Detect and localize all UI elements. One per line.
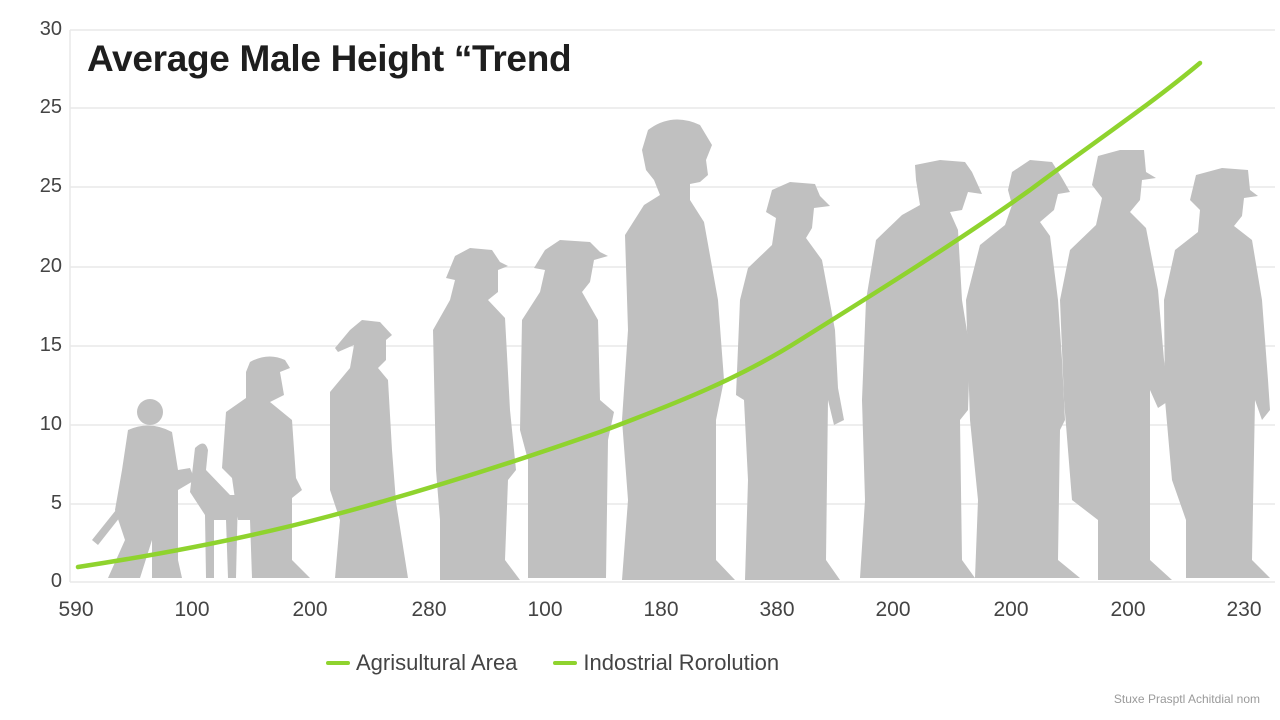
silhouette-5	[520, 240, 614, 578]
x-tick-label: 230	[1226, 598, 1262, 621]
silhouette-9	[966, 160, 1080, 578]
silhouette-1	[92, 399, 238, 578]
y-tick-label: 15	[39, 334, 62, 356]
y-tick-label: 0	[50, 570, 62, 592]
legend-label: Indostrial Rorolution	[583, 650, 780, 675]
silhouette-2	[222, 356, 310, 578]
silhouette-4	[433, 248, 520, 580]
y-tick-label: 5	[50, 492, 62, 514]
legend: Agrisultural Area Indostrial Rorolution	[326, 650, 779, 676]
x-tick-label: 200	[292, 598, 328, 621]
silhouette-3	[330, 320, 408, 578]
x-tick-label: 590	[58, 598, 94, 621]
y-tick-label: 20	[39, 255, 62, 277]
x-tick-label: 280	[411, 598, 447, 621]
chart-title: Average Male Height “Trend	[87, 38, 572, 79]
legend-label: Agrisultural Area	[356, 650, 518, 675]
silhouette-11	[1164, 168, 1270, 578]
silhouette-7	[736, 182, 844, 580]
legend-line-icon	[326, 661, 350, 665]
x-tick-label: 100	[174, 598, 210, 621]
legend-line-icon	[553, 661, 578, 665]
silhouette-6	[622, 119, 735, 580]
y-tick-label: 25	[39, 96, 62, 118]
legend-item-agricultural: Agrisultural Area	[326, 650, 517, 676]
y-tick-label: 30	[39, 18, 62, 40]
x-tick-label: 200	[1110, 598, 1146, 621]
silhouette-10	[1060, 150, 1172, 580]
x-tick-label: 380	[759, 598, 795, 621]
silhouette-8	[860, 160, 982, 578]
silhouettes	[92, 119, 1270, 580]
source-note: Stuxe Prasptl Achitdial nom	[1113, 692, 1260, 706]
x-tick-label: 100	[527, 598, 563, 621]
y-tick-label: 10	[39, 413, 62, 435]
x-tick-label: 200	[993, 598, 1029, 621]
y-tick-label: 25	[39, 175, 62, 197]
trend-line	[75, 60, 1203, 570]
x-tick-label: 200	[875, 598, 911, 621]
x-tick-label: 180	[643, 598, 679, 621]
legend-item-industrial: Indostrial Rorolution	[553, 650, 779, 676]
